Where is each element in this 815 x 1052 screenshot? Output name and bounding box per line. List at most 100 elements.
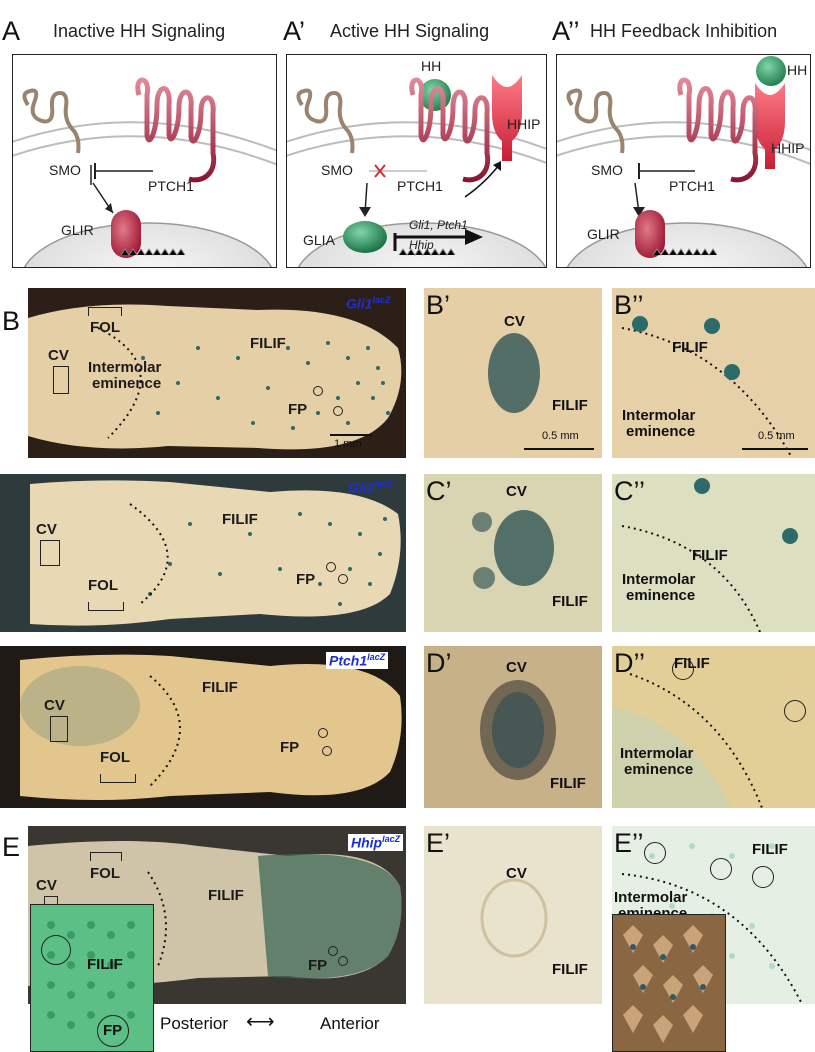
- gene-label-gli2: Gli2lacZ: [348, 479, 393, 496]
- fp-circle: [644, 842, 666, 864]
- hh-label: HH: [787, 62, 808, 78]
- inset-filif-hhip: FILIF FP: [30, 904, 154, 1052]
- scale-label-05mm: 0.5 mm: [542, 430, 579, 442]
- cell-diagram-inactive: SMO PTCH1 GLIR: [12, 54, 277, 268]
- title-active: Active HH Signaling: [330, 21, 490, 41]
- scale-bar-05mm: [742, 448, 808, 450]
- fp-label: FP: [308, 957, 328, 974]
- scale-bar-05mm: [524, 448, 594, 450]
- inset-papillae-hhip: [612, 914, 726, 1052]
- cv-label: CV: [506, 483, 527, 500]
- filif-label: FILIF: [552, 397, 588, 414]
- glir-label: GLIR: [61, 222, 94, 238]
- smo-label: SMO: [321, 162, 353, 178]
- fp-circle: [710, 858, 732, 880]
- filif-closeup-gli1: B’’ FILIF Intermolar eminence 0.5 mm: [612, 288, 815, 458]
- hhip-label: HHIP: [771, 140, 805, 156]
- panel-label-b: B: [2, 306, 21, 336]
- tongue-photo-gli2: CV FOL FILIF FP Gli2lacZ: [0, 474, 406, 632]
- cv-label: CV: [48, 347, 69, 364]
- intermolar-label-1: Intermolar: [620, 745, 694, 762]
- fp-circle: [752, 866, 774, 888]
- filif-label: FILIF: [250, 335, 286, 352]
- fol-bracket: [88, 602, 124, 611]
- scale-bar-1mm: [330, 434, 372, 436]
- cv-label: CV: [506, 865, 527, 882]
- filif-closeup-gli2: C’’ FILIF Intermolar eminence: [612, 474, 815, 632]
- smo-label: SMO: [49, 162, 81, 178]
- fp-label: FP: [280, 739, 300, 756]
- axis-anterior-label: Anterior: [320, 1014, 380, 1033]
- panel-label-c-prime: C’: [426, 476, 452, 506]
- filif-closeup-ptch1: D’’ FILIF Intermolar eminence: [612, 646, 815, 808]
- fp-circle: [338, 956, 348, 966]
- cv-label: CV: [36, 877, 57, 894]
- intermolar-label-2: eminence: [92, 375, 162, 392]
- intermolar-label-1: Intermolar: [622, 571, 696, 588]
- filif-label: FILIF: [87, 956, 123, 973]
- hhip-label: HHIP: [507, 116, 541, 132]
- title-feedback: HH Feedback Inhibition: [590, 21, 778, 41]
- fp-label: FP: [288, 401, 308, 418]
- cv-closeup-gli2: C’ CV FILIF: [424, 474, 602, 632]
- cv-closeup-ptch1: D’ CV FILIF: [424, 646, 602, 808]
- ptch1-label: PTCH1: [669, 178, 715, 194]
- cv-label: CV: [44, 697, 65, 714]
- gene-label-gli1: Gli1lacZ: [346, 295, 391, 312]
- scale-label-05mm: 0.5 mm: [758, 430, 795, 442]
- fol-label: FOL: [90, 865, 120, 882]
- cell-illustration: [13, 77, 276, 267]
- cv-label: CV: [504, 313, 525, 330]
- filif-label: FILIF: [752, 841, 788, 858]
- fp-circle: [318, 728, 328, 738]
- filif-label: FILIF: [202, 679, 238, 696]
- ptch1-label: PTCH1: [397, 178, 443, 194]
- filif-label: FILIF: [550, 775, 586, 792]
- smo-label: SMO: [591, 162, 623, 178]
- cv-label: CV: [506, 659, 527, 676]
- cv-label: CV: [36, 521, 57, 538]
- fol-label: FOL: [88, 577, 118, 594]
- fp-circle: [338, 574, 348, 584]
- fol-label: FOL: [100, 749, 130, 766]
- fol-bracket: [100, 774, 136, 783]
- filif-label: FILIF: [674, 655, 710, 672]
- cv-closeup-gli1: B’ CV FILIF 0.5 mm: [424, 288, 602, 458]
- panel-label-e-prime: E’: [426, 828, 451, 858]
- panel-label-a: A: [2, 16, 21, 46]
- inset-fp-circle: [97, 1015, 129, 1047]
- fp-label: FP: [103, 1022, 123, 1039]
- panel-label-a-double-prime: A’’: [552, 16, 580, 46]
- panel-label-a-prime: A’: [283, 16, 306, 46]
- cv-box: [53, 366, 69, 394]
- filif-label: FILIF: [552, 961, 588, 978]
- filif-label: FILIF: [552, 593, 588, 610]
- target-genes-line2: Hhip: [409, 238, 434, 252]
- fp-circle: [313, 386, 323, 396]
- glia-label: GLIA: [303, 232, 335, 248]
- intermolar-label-1: Intermolar: [88, 359, 162, 376]
- panel-label-b-double-prime: B’’: [614, 290, 644, 320]
- intermolar-label-2: eminence: [626, 423, 696, 440]
- fol-bracket: [88, 307, 122, 316]
- filif-label: FILIF: [222, 511, 258, 528]
- glir-label: GLIR: [587, 226, 620, 242]
- panel-label-e-double-prime: E’’: [614, 828, 644, 858]
- panel-label-d-double-prime: D’’: [614, 648, 646, 678]
- intermolar-label-2: eminence: [626, 587, 696, 604]
- tongue-photo-ptch1: CV FOL FILIF FP Ptch1lacZ: [0, 646, 406, 808]
- axis-posterior-label: Posterior: [160, 1014, 229, 1033]
- fp-circle: [326, 562, 336, 572]
- fol-label: FOL: [90, 319, 120, 336]
- fp-circle: [333, 406, 343, 416]
- cell-diagram-feedback: HH HHIP SMO PTCH1 GLIR: [556, 54, 811, 268]
- fp-circle: [784, 700, 806, 722]
- cv-closeup-hhip: E’ CV FILIF: [424, 826, 602, 1004]
- ptch1-label: PTCH1: [148, 178, 194, 194]
- gene-label-ptch1: Ptch1lacZ: [326, 652, 389, 669]
- cv-box: [40, 540, 60, 566]
- fp-circle: [322, 746, 332, 756]
- gene-label-hhip: HhiplacZ: [348, 834, 404, 851]
- intermolar-label-1: Intermolar: [622, 407, 696, 424]
- fp-circle: [672, 658, 694, 680]
